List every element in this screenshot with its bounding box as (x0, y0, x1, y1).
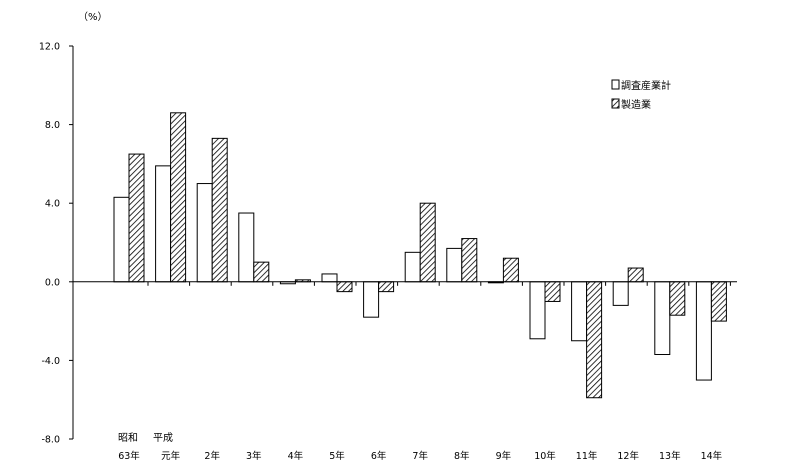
bar-manufacturing-12 (627, 267, 644, 283)
era-label-heisei: 平成 (153, 432, 173, 444)
x-tick-label: 11年 (576, 450, 598, 462)
x-tick-label: 10年 (534, 450, 556, 462)
y-tick-label: -4.0 (41, 356, 60, 367)
legend: 調査産業計 製造業 (611, 79, 671, 111)
y-unit-label: （%） (78, 11, 108, 23)
y-tick-label: 4.0 (45, 199, 60, 210)
bar-manufacturing-1 (170, 112, 187, 283)
y-tick-label: 12.0 (39, 42, 60, 53)
bar-manufacturing-8 (461, 238, 478, 283)
bar-manufacturing-3 (253, 261, 270, 283)
x-tick-label: 14年 (701, 450, 723, 462)
x-axis-labels: 63年 元年 2年 3年 4年 5年 6年 7年 8年 9年 10年 11年 12年 13年 14年 (118, 450, 722, 462)
y-tick-label: 8.0 (45, 120, 60, 131)
bar-all-industries-8 (446, 247, 463, 283)
x-tick-label: 2年 (204, 450, 220, 462)
x-tick-label: 6年 (371, 450, 387, 462)
bars-group (113, 112, 727, 399)
bar-all-industries-6 (363, 281, 380, 318)
x-tick-label: 元年 (161, 450, 181, 462)
bar-all-industries-7 (404, 251, 421, 283)
x-tick-label: 13年 (659, 450, 681, 462)
legend-swatch-series-1 (611, 79, 620, 90)
y-tick-label: 0.0 (45, 277, 60, 288)
bar-all-industries-13 (654, 281, 671, 356)
legend-swatch-series-2 (611, 98, 620, 109)
x-tick-label: 3年 (246, 450, 262, 462)
bar-all-industries-12 (612, 281, 629, 306)
bar-all-industries-1 (155, 165, 172, 283)
x-tick-label: 5年 (329, 450, 345, 462)
bar-all-industries-11 (571, 281, 588, 342)
y-tick-label: -8.0 (41, 435, 60, 446)
legend-label-series-1: 調査産業計 (621, 79, 671, 92)
y-axis-ticks: 12.0 8.0 4.0 0.0 -4.0 -8.0 (39, 42, 60, 446)
bar-manufacturing-6 (378, 281, 395, 293)
x-tick-label: 9年 (496, 450, 512, 462)
bar-all-industries-3 (238, 212, 255, 283)
bar-all-industries-10 (529, 281, 546, 340)
bar-all-industries-14 (695, 281, 712, 381)
era-label-showa: 昭和 (118, 432, 138, 444)
x-tick-label: 63年 (118, 450, 140, 462)
bar-all-industries-2 (196, 183, 213, 283)
x-tick-label: 12年 (617, 450, 639, 462)
bar-manufacturing-11 (586, 281, 603, 399)
bar-all-industries-5 (321, 273, 338, 283)
axes (69, 45, 737, 440)
bar-all-industries-0 (113, 196, 130, 283)
x-tick-label: 4年 (288, 450, 304, 462)
x-tick-label: 8年 (454, 450, 470, 462)
bar-manufacturing-14 (710, 281, 727, 322)
bar-manufacturing-9 (502, 257, 519, 283)
legend-label-series-2: 製造業 (621, 98, 651, 111)
bar-manufacturing-7 (419, 202, 436, 283)
bar-manufacturing-10 (544, 281, 561, 302)
bar-manufacturing-0 (128, 153, 145, 283)
bar-manufacturing-13 (669, 281, 686, 316)
bar-manufacturing-2 (211, 137, 228, 283)
x-tick-label: 7年 (412, 450, 428, 462)
bar-manufacturing-5 (336, 281, 353, 293)
